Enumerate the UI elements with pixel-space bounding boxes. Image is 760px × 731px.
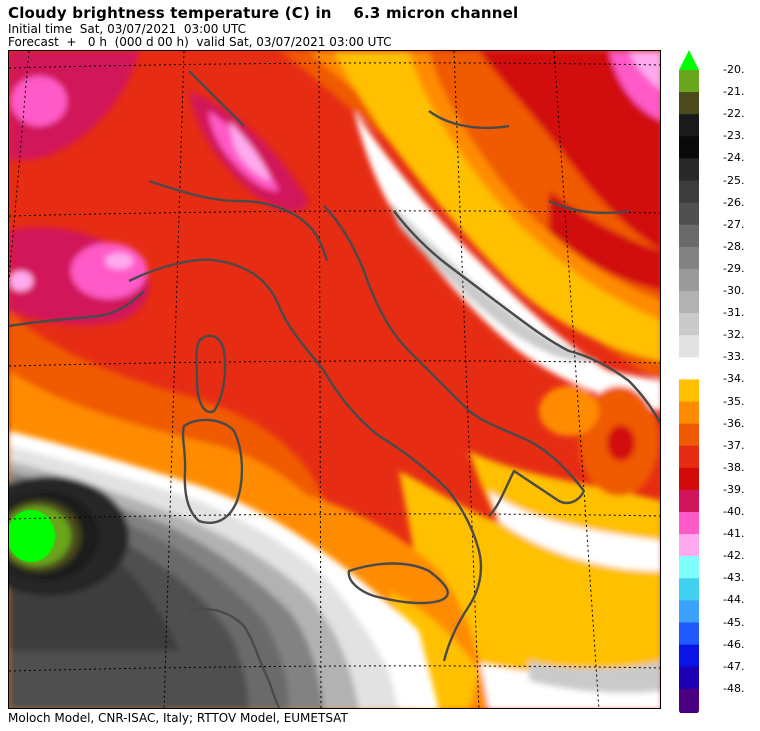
scale-label: -38. xyxy=(723,460,745,474)
scale-label: -22. xyxy=(723,107,745,121)
scale-label: -23. xyxy=(723,129,745,143)
coldest-cloud-core xyxy=(9,510,55,562)
scale-arrow-bottom xyxy=(679,710,699,713)
scale-label: -31. xyxy=(723,306,745,320)
scale-swatch xyxy=(679,291,699,314)
model-credits: Moloch Model, CNR-ISAC, Italy; RTTOV Mod… xyxy=(8,711,348,725)
scale-swatch xyxy=(679,180,699,204)
scale-swatch xyxy=(679,644,699,668)
scale-label: -36. xyxy=(723,416,745,430)
scale-swatch xyxy=(679,92,699,115)
scale-swatch xyxy=(679,202,699,226)
scale-swatch xyxy=(679,357,699,380)
scale-swatch xyxy=(679,622,699,646)
scale-swatch xyxy=(679,246,699,270)
scale-label: -44. xyxy=(723,593,745,607)
scale-swatch xyxy=(679,313,699,336)
scale-label: -25. xyxy=(723,173,745,187)
map-canvas xyxy=(9,51,660,708)
forecast-valid-time: Forecast + 0 h (000 d 00 h) valid Sat, 0… xyxy=(8,35,392,49)
scale-swatch xyxy=(679,268,699,292)
initial-time: Initial time Sat, 03/07/2021 03:00 UTC xyxy=(8,22,247,36)
scale-label: -34. xyxy=(723,372,745,386)
scale-label: -26. xyxy=(723,195,745,209)
scale-swatch xyxy=(679,114,699,137)
scale-label: -30. xyxy=(723,284,745,297)
scale-label: -32. xyxy=(723,328,745,342)
coastlines xyxy=(9,70,660,708)
scale-swatch xyxy=(679,600,699,623)
scale-swatch xyxy=(679,423,699,447)
scale-label: -21. xyxy=(723,85,745,99)
scale-arrow-top xyxy=(679,50,699,70)
chart-title: Cloudy brightness temperature (C) in 6.3… xyxy=(8,4,519,22)
scale-label: -47. xyxy=(723,659,745,673)
scale-swatch xyxy=(679,445,699,469)
scale-swatch xyxy=(679,489,699,513)
scale-swatch xyxy=(679,335,699,358)
scale-swatch xyxy=(679,688,699,712)
scale-swatch xyxy=(679,379,699,402)
scale-label: -42. xyxy=(723,549,745,563)
scale-label: -46. xyxy=(723,637,745,651)
scale-label: -48. xyxy=(723,681,745,695)
scale-swatch xyxy=(679,556,699,579)
scale-swatch xyxy=(679,666,699,690)
brightness-temperature-map xyxy=(8,50,661,709)
scale-label: -39. xyxy=(723,482,745,496)
scale-swatch xyxy=(679,512,699,535)
scale-label: -45. xyxy=(723,615,745,629)
scale-label: -43. xyxy=(723,571,745,585)
scale-label: -33. xyxy=(723,350,745,364)
scale-swatch xyxy=(679,224,699,248)
scale-swatch xyxy=(679,136,699,159)
scale-swatch xyxy=(679,401,699,425)
color-scale-bar xyxy=(679,50,699,713)
scale-label: -28. xyxy=(723,239,745,253)
scale-label: -29. xyxy=(723,261,745,275)
lat-lon-grid xyxy=(9,51,660,708)
scale-swatch xyxy=(679,70,699,93)
scale-label: -24. xyxy=(723,151,745,165)
scale-label: -37. xyxy=(723,438,745,452)
scale-swatch xyxy=(679,467,699,491)
scale-label: -35. xyxy=(723,394,745,408)
cold-cloud-system xyxy=(9,431,439,708)
scale-swatch xyxy=(679,158,699,181)
scale-label: -27. xyxy=(723,217,745,231)
scale-swatch xyxy=(679,534,699,557)
scale-swatch xyxy=(679,578,699,601)
scale-label: -20. xyxy=(723,63,745,76)
scale-label: -40. xyxy=(723,505,745,518)
scale-label: -41. xyxy=(723,527,745,541)
